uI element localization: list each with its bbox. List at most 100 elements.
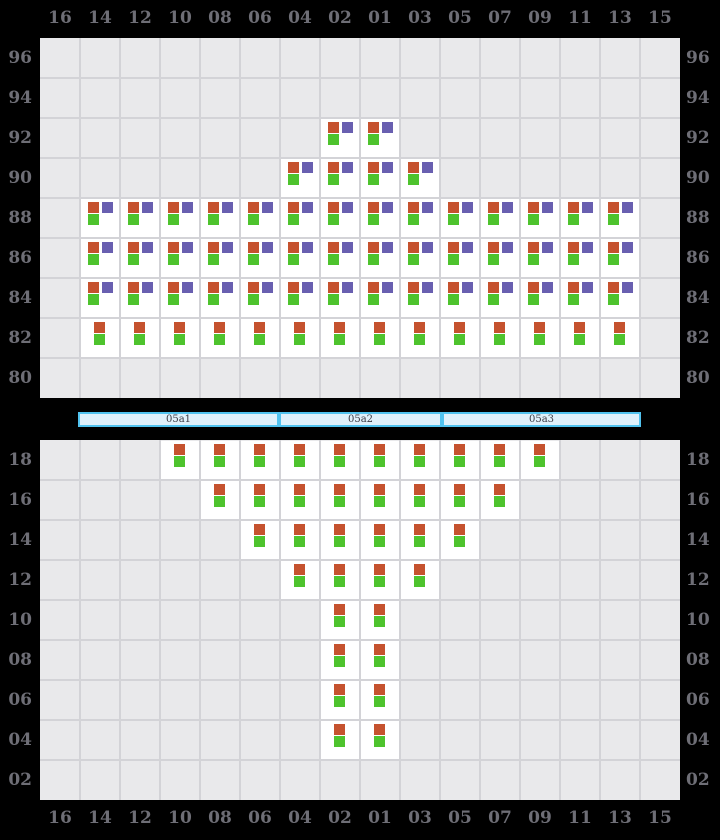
seat-cell[interactable] bbox=[601, 199, 639, 237]
seat-cell[interactable] bbox=[321, 681, 359, 719]
seat-cell[interactable] bbox=[521, 319, 559, 357]
seat-cell[interactable] bbox=[321, 319, 359, 357]
seat-cell[interactable] bbox=[401, 159, 439, 197]
seat-cell[interactable] bbox=[81, 279, 119, 317]
seat-cell[interactable] bbox=[561, 199, 599, 237]
seat-cell[interactable] bbox=[361, 681, 399, 719]
seat-cell[interactable] bbox=[241, 239, 279, 277]
seat-cell[interactable] bbox=[361, 601, 399, 639]
seat-cell[interactable] bbox=[241, 481, 279, 519]
seat-cell[interactable] bbox=[281, 521, 319, 559]
seat-cell[interactable] bbox=[481, 441, 519, 479]
seat-cell[interactable] bbox=[81, 239, 119, 277]
seat-cell[interactable] bbox=[521, 199, 559, 237]
seat-cell[interactable] bbox=[161, 319, 199, 357]
seat-cell[interactable] bbox=[321, 641, 359, 679]
seat-cell[interactable] bbox=[361, 561, 399, 599]
seat-cell[interactable] bbox=[441, 521, 479, 559]
seat-cell[interactable] bbox=[361, 239, 399, 277]
seat-cell[interactable] bbox=[441, 239, 479, 277]
seat-cell[interactable] bbox=[481, 481, 519, 519]
seat-cell[interactable] bbox=[321, 561, 359, 599]
seat-cell[interactable] bbox=[321, 481, 359, 519]
seat-cell[interactable] bbox=[601, 319, 639, 357]
seat-cell[interactable] bbox=[281, 481, 319, 519]
seat-cell[interactable] bbox=[521, 441, 559, 479]
seat-cell[interactable] bbox=[241, 279, 279, 317]
seat-cell[interactable] bbox=[201, 279, 239, 317]
seat-cell[interactable] bbox=[161, 279, 199, 317]
seat-cell[interactable] bbox=[441, 199, 479, 237]
seat-cell[interactable] bbox=[201, 441, 239, 479]
seat-cell[interactable] bbox=[321, 239, 359, 277]
seat-cell[interactable] bbox=[361, 159, 399, 197]
seat-cell[interactable] bbox=[201, 481, 239, 519]
seat-cell[interactable] bbox=[81, 319, 119, 357]
seat-cell[interactable] bbox=[401, 441, 439, 479]
seat-cell[interactable] bbox=[481, 319, 519, 357]
seat-cell[interactable] bbox=[321, 441, 359, 479]
seat-cell[interactable] bbox=[401, 481, 439, 519]
seat-cell[interactable] bbox=[361, 119, 399, 157]
seat-cell[interactable] bbox=[201, 199, 239, 237]
seat-cell[interactable] bbox=[281, 441, 319, 479]
seat-cell[interactable] bbox=[441, 441, 479, 479]
seat-cell[interactable] bbox=[401, 319, 439, 357]
seat-cell[interactable] bbox=[201, 239, 239, 277]
seat-cell[interactable] bbox=[281, 319, 319, 357]
seat-cell[interactable] bbox=[561, 239, 599, 277]
seat-cell[interactable] bbox=[361, 481, 399, 519]
seat-cell[interactable] bbox=[361, 641, 399, 679]
seat-cell[interactable] bbox=[401, 561, 439, 599]
seat-cell[interactable] bbox=[201, 319, 239, 357]
seat-cell[interactable] bbox=[121, 319, 159, 357]
seat-cell[interactable] bbox=[601, 279, 639, 317]
seat-cell[interactable] bbox=[161, 199, 199, 237]
seat-cell[interactable] bbox=[361, 521, 399, 559]
seat-cell[interactable] bbox=[401, 521, 439, 559]
seat-cell[interactable] bbox=[401, 239, 439, 277]
seat-cell[interactable] bbox=[321, 521, 359, 559]
seat-cell[interactable] bbox=[601, 239, 639, 277]
seat-cell[interactable] bbox=[321, 159, 359, 197]
seat-cell[interactable] bbox=[281, 159, 319, 197]
seat-cell[interactable] bbox=[481, 279, 519, 317]
seat-cell[interactable] bbox=[361, 441, 399, 479]
seat-cell[interactable] bbox=[241, 319, 279, 357]
seat-cell[interactable] bbox=[561, 319, 599, 357]
seat-cell[interactable] bbox=[121, 239, 159, 277]
seat-cell[interactable] bbox=[561, 279, 599, 317]
seat-cell[interactable] bbox=[361, 279, 399, 317]
seat-cell[interactable] bbox=[521, 239, 559, 277]
seat-cell[interactable] bbox=[161, 441, 199, 479]
seat-cell[interactable] bbox=[401, 199, 439, 237]
seat-cell[interactable] bbox=[281, 239, 319, 277]
seat-cell[interactable] bbox=[361, 721, 399, 759]
seat-cell[interactable] bbox=[321, 199, 359, 237]
seat-cell[interactable] bbox=[441, 319, 479, 357]
seat-cell[interactable] bbox=[481, 239, 519, 277]
section-bar-segment[interactable]: 05a2 bbox=[279, 412, 442, 427]
seat-cell[interactable] bbox=[441, 279, 479, 317]
seat-cell[interactable] bbox=[401, 279, 439, 317]
seat-cell[interactable] bbox=[241, 441, 279, 479]
seat-cell[interactable] bbox=[321, 721, 359, 759]
seat-cell[interactable] bbox=[241, 521, 279, 559]
seat-cell[interactable] bbox=[81, 199, 119, 237]
seat-cell[interactable] bbox=[281, 279, 319, 317]
seat-cell[interactable] bbox=[281, 199, 319, 237]
seat-cell[interactable] bbox=[321, 119, 359, 157]
seat-cell[interactable] bbox=[441, 481, 479, 519]
section-bar-segment[interactable]: 05a3 bbox=[442, 412, 641, 427]
seat-cell[interactable] bbox=[121, 279, 159, 317]
seat-cell[interactable] bbox=[321, 601, 359, 639]
section-bar-segment[interactable]: 05a1 bbox=[78, 412, 279, 427]
seat-cell[interactable] bbox=[281, 561, 319, 599]
seat-cell[interactable] bbox=[321, 279, 359, 317]
seat-cell[interactable] bbox=[161, 239, 199, 277]
seat-cell[interactable] bbox=[521, 279, 559, 317]
seat-cell[interactable] bbox=[361, 319, 399, 357]
seat-cell[interactable] bbox=[121, 199, 159, 237]
seat-cell[interactable] bbox=[481, 199, 519, 237]
seat-cell[interactable] bbox=[361, 199, 399, 237]
